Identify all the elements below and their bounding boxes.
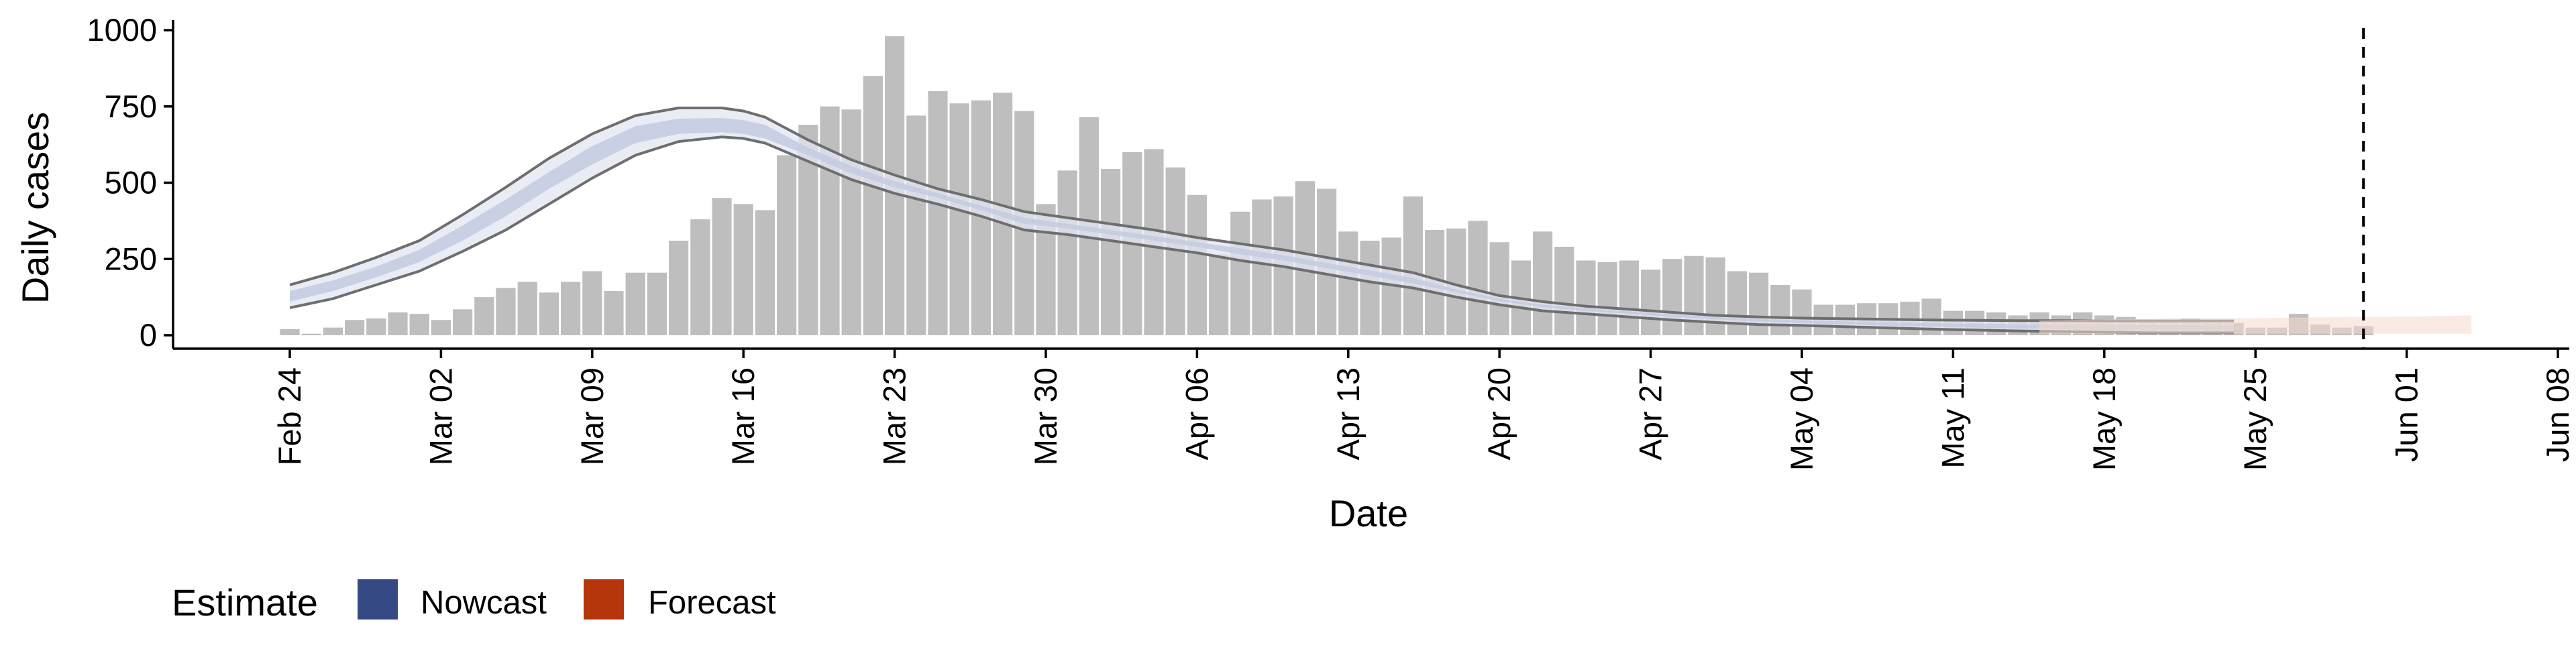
bar <box>777 155 797 336</box>
x-tick-label: Apr 20 <box>1481 367 1517 460</box>
x-tick-label: May 18 <box>2086 367 2122 471</box>
bar <box>1489 242 1509 335</box>
y-tick-label: 250 <box>105 241 157 276</box>
x-tick-label: Jun 08 <box>2540 367 2575 462</box>
bar <box>453 309 473 335</box>
bar <box>1576 260 1596 335</box>
bar <box>841 109 861 336</box>
bar <box>712 198 732 335</box>
y-tick-label: 1000 <box>87 12 157 48</box>
bar <box>431 320 451 335</box>
x-tick-label: May 04 <box>1784 367 1819 471</box>
bar <box>1641 270 1661 335</box>
bar <box>1727 271 1747 335</box>
bar <box>582 271 602 335</box>
bar <box>1619 260 1639 335</box>
bar <box>1338 231 1358 335</box>
x-axis-title: Date <box>1329 492 1408 534</box>
bar <box>1101 169 1121 335</box>
bar <box>928 91 948 335</box>
x-tick-label: Mar 23 <box>877 367 912 465</box>
y-tick-label: 750 <box>105 89 157 124</box>
bar <box>323 327 343 335</box>
bar <box>1554 247 1574 335</box>
x-tick-label: Mar 30 <box>1028 367 1063 465</box>
bar <box>539 292 559 335</box>
bar <box>669 240 689 335</box>
x-tick-label: Jun 01 <box>2389 367 2424 462</box>
bar <box>1533 231 1553 335</box>
legend-title: Estimate <box>172 581 318 624</box>
legend-label-nowcast: Nowcast <box>421 585 547 621</box>
bar <box>604 291 624 335</box>
bar <box>1403 196 1423 335</box>
bar <box>1770 284 1790 335</box>
bar <box>409 314 429 335</box>
x-tick-label: Feb 24 <box>272 367 307 465</box>
nowcast-upper-line <box>289 107 2234 322</box>
bar <box>1662 259 1682 335</box>
x-tick-label: Apr 06 <box>1179 367 1214 460</box>
bar <box>647 272 667 335</box>
legend-swatch-nowcast <box>358 579 398 620</box>
bar <box>1360 240 1380 335</box>
bar <box>496 288 516 335</box>
x-tick-label: Mar 16 <box>725 367 761 465</box>
bar <box>1597 261 1617 335</box>
bar <box>1230 211 1250 335</box>
bar <box>561 282 581 335</box>
bar <box>1792 289 1812 335</box>
legend: Estimate Nowcast Forecast <box>172 579 776 624</box>
x-tick-label: Mar 02 <box>423 367 458 465</box>
y-tick-label: 500 <box>105 165 157 200</box>
bar <box>474 297 494 335</box>
bar <box>690 219 710 335</box>
bar <box>1684 255 1704 335</box>
bar <box>301 333 321 335</box>
bar <box>366 318 386 335</box>
bar <box>1057 170 1077 335</box>
bar <box>1252 199 1272 335</box>
x-tick-label: Mar 09 <box>574 367 610 465</box>
bar <box>1187 194 1207 335</box>
x-tick-label: Apr 13 <box>1330 367 1366 460</box>
bar <box>388 312 408 335</box>
y-tick-label: 0 <box>140 317 157 353</box>
x-tick-label: May 25 <box>2237 367 2273 471</box>
nowcast-lower-line <box>289 135 2234 335</box>
x-tick-label: Apr 27 <box>1633 367 1668 460</box>
bar <box>345 320 365 335</box>
x-tick-label: May 11 <box>1935 367 1970 469</box>
bar <box>906 115 926 335</box>
bar <box>733 204 753 335</box>
bar <box>863 76 883 335</box>
bars-layer <box>280 36 2373 336</box>
bar <box>949 103 969 335</box>
bar <box>1468 221 1488 335</box>
axes-layer: 0 250 500 750 1000 Feb 24 Mar 02 Mar 09 Mar 16 Ma… <box>87 12 2575 471</box>
legend-label-forecast: Forecast <box>648 585 776 621</box>
bar <box>1209 254 1229 335</box>
bar <box>280 329 300 335</box>
y-axis-title: Daily cases <box>14 112 56 304</box>
bar <box>755 210 775 335</box>
bar <box>625 272 645 335</box>
bar <box>517 282 537 335</box>
bar <box>820 106 840 335</box>
legend-swatch-forecast <box>584 579 624 620</box>
